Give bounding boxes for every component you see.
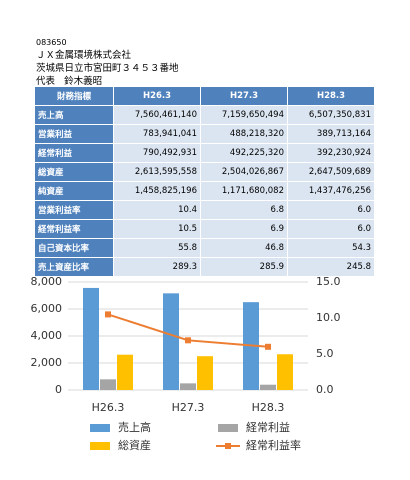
table-cell: H27.3: [201, 87, 287, 105]
table-cell: 売上高: [35, 106, 113, 124]
table-row: 経常利益率 10.5 6.9 6.0: [35, 220, 374, 238]
representative: 鈴木義昭: [64, 76, 103, 87]
table-cell: 自己資本比率: [35, 239, 113, 257]
legend-swatch: [90, 442, 110, 450]
table-cell: 783,941,041: [114, 125, 200, 143]
table-cell: 54.3: [288, 239, 374, 257]
table-cell: 6.0: [288, 201, 374, 219]
legend-label: 経常利益: [246, 420, 290, 434]
table-cell: 純資産: [35, 182, 113, 200]
y2-tick-label: 15.0: [316, 275, 341, 288]
bar: [180, 383, 196, 390]
table-cell: 790,492,931: [114, 144, 200, 162]
representative-label: 代表: [36, 76, 56, 87]
company: ＪＸ金属環境株式会社: [36, 50, 132, 61]
table-cell: 1,458,825,196: [114, 182, 200, 200]
representative-line: 代表 鈴木義昭: [36, 75, 179, 88]
table-cell: 経常利益率: [35, 220, 113, 238]
line-marker: [265, 343, 271, 350]
table-cell: 6.0: [288, 220, 374, 238]
y-tick-label: 0: [55, 383, 62, 396]
table-cell: 392,230,924: [288, 144, 374, 162]
x-tick-label: H26.3: [92, 401, 125, 414]
table-cell: 10.5: [114, 220, 200, 238]
table-cell: 2,647,509,689: [288, 163, 374, 181]
y2-tick-label: 0.0: [316, 383, 334, 396]
table-cell: 285.9: [201, 258, 287, 276]
table-row: 売上高 7,560,461,140 7,159,650,494 6,507,350,8…: [35, 106, 374, 124]
bar: [83, 287, 99, 390]
table-cell: 営業利益率: [35, 201, 113, 219]
y2-tick-label: 5.0: [316, 347, 334, 360]
table-cell: H26.3: [114, 87, 200, 105]
financial-table: 財務指標 H26.3 H27.3 H28.3 売上高 7,560,461,140 7,159…: [34, 86, 375, 277]
table-cell: 6.8: [201, 201, 287, 219]
table-cell: 7,159,650,494: [201, 106, 287, 124]
table-cell: 総資産: [35, 163, 113, 181]
table-cell: 488,218,320: [201, 125, 287, 143]
legend-label: 売上高: [118, 420, 151, 434]
legend-label: 経常利益率: [246, 438, 301, 452]
bar: [197, 356, 213, 390]
y-tick-label: 6,000: [31, 302, 63, 315]
code: 083650: [36, 38, 67, 47]
y2-tick-label: 10.0: [316, 311, 341, 324]
table-row: 財務指標 H26.3 H27.3 H28.3: [35, 87, 374, 105]
table-row: 経常利益 790,492,931 492,225,320 392,230,924: [35, 144, 374, 162]
y-tick-label: 8,000: [31, 275, 63, 288]
table-cell: 55.8: [114, 239, 200, 257]
line-marker: [105, 311, 111, 318]
bar: [260, 384, 276, 390]
table-cell: H28.3: [288, 87, 374, 105]
table-cell: 経常利益: [35, 144, 113, 162]
bar: [277, 354, 293, 390]
x-tick-label: H27.3: [172, 401, 205, 414]
table-cell: 389,713,164: [288, 125, 374, 143]
table-row: 営業利益率 10.4 6.8 6.0: [35, 201, 374, 219]
legend-swatch: [218, 424, 238, 432]
table-cell: 1,437,476,256: [288, 182, 374, 200]
table-cell: 1,171,680,082: [201, 182, 287, 200]
y-tick-label: 2,000: [31, 356, 63, 369]
table-cell: 7,560,461,140: [114, 106, 200, 124]
table-cell: 財務指標: [35, 87, 113, 105]
table-cell: 営業利益: [35, 125, 113, 143]
header: 083650 ＪＸ金属環境株式会社 茨城県日立市宮田町３４５３番地 代表 鈴木義…: [36, 36, 179, 88]
table-row: 営業利益 783,941,041 488,218,320 389,713,164: [35, 125, 374, 143]
bar: [100, 379, 116, 390]
table-row: 自己資本比率 55.8 46.8 54.3: [35, 239, 374, 257]
table-row: 総資産 2,613,595,558 2,504,026,867 2,647,509,6…: [35, 163, 374, 181]
table-cell: 売上資産比率: [35, 258, 113, 276]
line-marker: [185, 337, 191, 344]
legend-swatch: [90, 424, 110, 432]
table-cell: 6.9: [201, 220, 287, 238]
table-cell: 289.3: [114, 258, 200, 276]
table-cell: 245.8: [288, 258, 374, 276]
table-cell: 6,507,350,831: [288, 106, 374, 124]
table-cell: 492,225,320: [201, 144, 287, 162]
chart: 0 2,000 4,000 6,000 8,000 0.0 5.0 10.0 15.0 H26.3…: [31, 275, 341, 452]
table-cell: 2,613,595,558: [114, 163, 200, 181]
table-cell: 10.4: [114, 201, 200, 219]
table-row: 売上資産比率 289.3 285.9 245.8: [35, 258, 374, 276]
legend-swatch: [225, 443, 231, 449]
y-tick-label: 4,000: [31, 329, 63, 342]
table-row: 純資産 1,458,825,196 1,171,680,082 1,437,476,2…: [35, 182, 374, 200]
address: 茨城県日立市宮田町３４５３番地: [36, 63, 179, 74]
bar: [163, 293, 179, 390]
bar: [117, 354, 133, 390]
table-cell: 46.8: [201, 239, 287, 257]
x-tick-label: H28.3: [252, 401, 285, 414]
table-cell: 2,504,026,867: [201, 163, 287, 181]
legend-label: 総資産: [118, 438, 151, 452]
